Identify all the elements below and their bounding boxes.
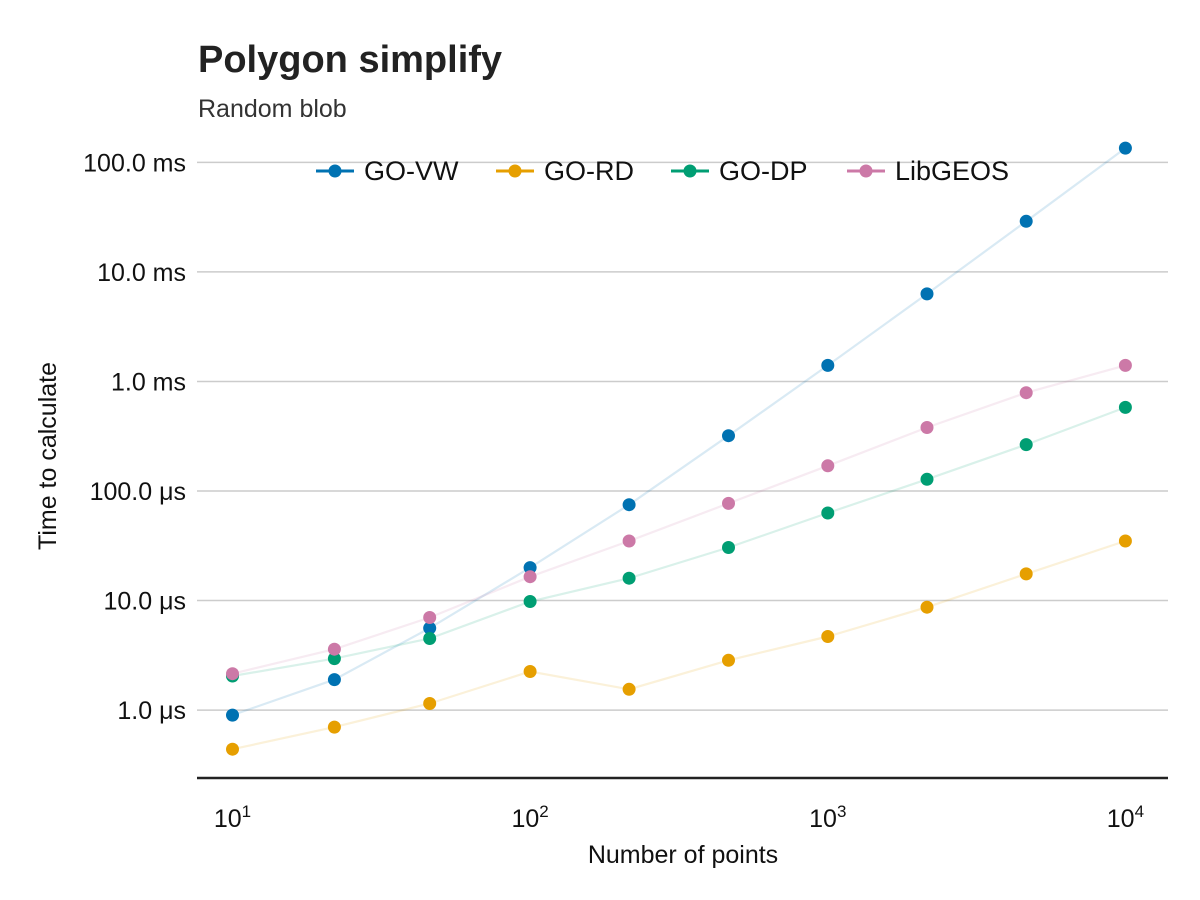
data-point-go-vw (523, 561, 537, 575)
y-axis-label: Time to calculate (34, 362, 62, 550)
x-tick-base: 10 (809, 805, 837, 833)
legend-item-go-rd: GO-RD (496, 156, 634, 186)
y-tick-label: 10.0 μs (103, 588, 186, 616)
data-point-libgeos (722, 496, 735, 510)
x-axis-label: Number of points (588, 841, 778, 869)
data-point-go-dp (423, 632, 437, 645)
data-point-go-vw (722, 429, 735, 443)
y-tick-label: 100.0 ms (83, 149, 186, 177)
data-point-go-vw (1118, 141, 1132, 155)
x-tick-exponent: 4 (1135, 802, 1144, 821)
legend-marker (508, 164, 522, 178)
data-point-go-rd (920, 600, 934, 614)
y-tick-label: 1.0 ms (111, 368, 186, 396)
x-tick-exponent: 1 (242, 802, 251, 821)
legend: GO-VW GO-RD GO-DP LibGEOS (316, 156, 1009, 186)
data-point-libgeos (1019, 386, 1033, 400)
x-tick-labels: 101 102 103 104 (214, 802, 1144, 833)
legend-label: GO-RD (544, 156, 634, 186)
data-point-go-rd (1019, 567, 1033, 581)
x-tick-exponent: 3 (837, 802, 846, 821)
data-point-go-vw (821, 358, 835, 372)
data-point-go-vw (423, 621, 437, 635)
data-point-libgeos (327, 642, 341, 656)
y-gridlines (197, 161, 1168, 711)
x-tick-base: 10 (1107, 805, 1135, 833)
data-point-go-dp (523, 595, 537, 608)
series-line-go-vw (232, 147, 1127, 717)
data-point-go-rd (821, 630, 835, 643)
data-point-go-rd (423, 697, 437, 710)
legend-item-go-vw: GO-VW (316, 156, 459, 186)
data-point-go-dp (327, 652, 341, 666)
series-line-go-dp (232, 406, 1126, 678)
data-point-go-vw (226, 708, 239, 722)
y-tick-labels: 1.0 μs 10.0 μs 100.0 μs 1.0 ms 10.0 ms 100.0 … (83, 149, 186, 725)
legend-label: GO-VW (364, 156, 459, 186)
chart-subtitle: Random blob (198, 95, 347, 123)
data-point-go-vw (920, 287, 934, 301)
legend-label: LibGEOS (895, 156, 1009, 186)
legend-item-go-dp: GO-DP (671, 156, 808, 186)
y-tick-label: 100.0 μs (90, 478, 186, 506)
data-point-go-rd (327, 720, 341, 734)
data-point-libgeos (523, 570, 537, 584)
x-tick-base: 10 (511, 805, 539, 833)
data-point-go-rd (523, 665, 537, 678)
x-tick-exponent: 2 (539, 802, 548, 821)
x-tick-label: 104 (1107, 802, 1144, 833)
series-lines (232, 147, 1127, 751)
x-tick-label: 103 (809, 802, 846, 833)
data-point-libgeos (226, 667, 239, 681)
data-point-go-vw (1019, 214, 1033, 228)
legend-marker (328, 164, 342, 178)
series-points (226, 141, 1132, 756)
data-point-go-vw (327, 673, 341, 687)
data-point-go-vw (622, 498, 636, 512)
data-point-libgeos (920, 421, 934, 434)
x-tick-label: 102 (511, 802, 548, 833)
data-point-go-rd (226, 742, 239, 756)
data-point-go-rd (1118, 534, 1132, 548)
y-tick-label: 10.0 ms (97, 259, 186, 287)
data-point-go-dp (920, 472, 934, 486)
data-point-go-dp (622, 571, 636, 585)
data-point-go-rd (622, 682, 636, 696)
legend-marker (859, 164, 873, 178)
series-line-go-rd (232, 539, 1126, 751)
data-point-libgeos (821, 459, 835, 473)
chart-title: Polygon simplify (198, 39, 502, 81)
data-point-go-dp (1118, 400, 1132, 414)
legend-label: GO-DP (719, 156, 808, 186)
y-tick-label: 1.0 μs (117, 697, 186, 725)
series-line-libgeos (232, 364, 1126, 675)
data-point-go-dp (821, 506, 835, 520)
data-point-go-rd (722, 653, 735, 667)
data-point-libgeos (423, 611, 437, 624)
x-tick-base: 10 (214, 805, 242, 833)
data-point-libgeos (1118, 358, 1132, 372)
legend-marker (683, 164, 697, 178)
legend-item-libgeos: LibGEOS (847, 156, 1009, 186)
data-point-go-dp (1019, 438, 1033, 452)
x-tick-label: 101 (214, 802, 251, 833)
data-point-libgeos (622, 534, 636, 548)
data-point-go-dp (722, 541, 735, 554)
